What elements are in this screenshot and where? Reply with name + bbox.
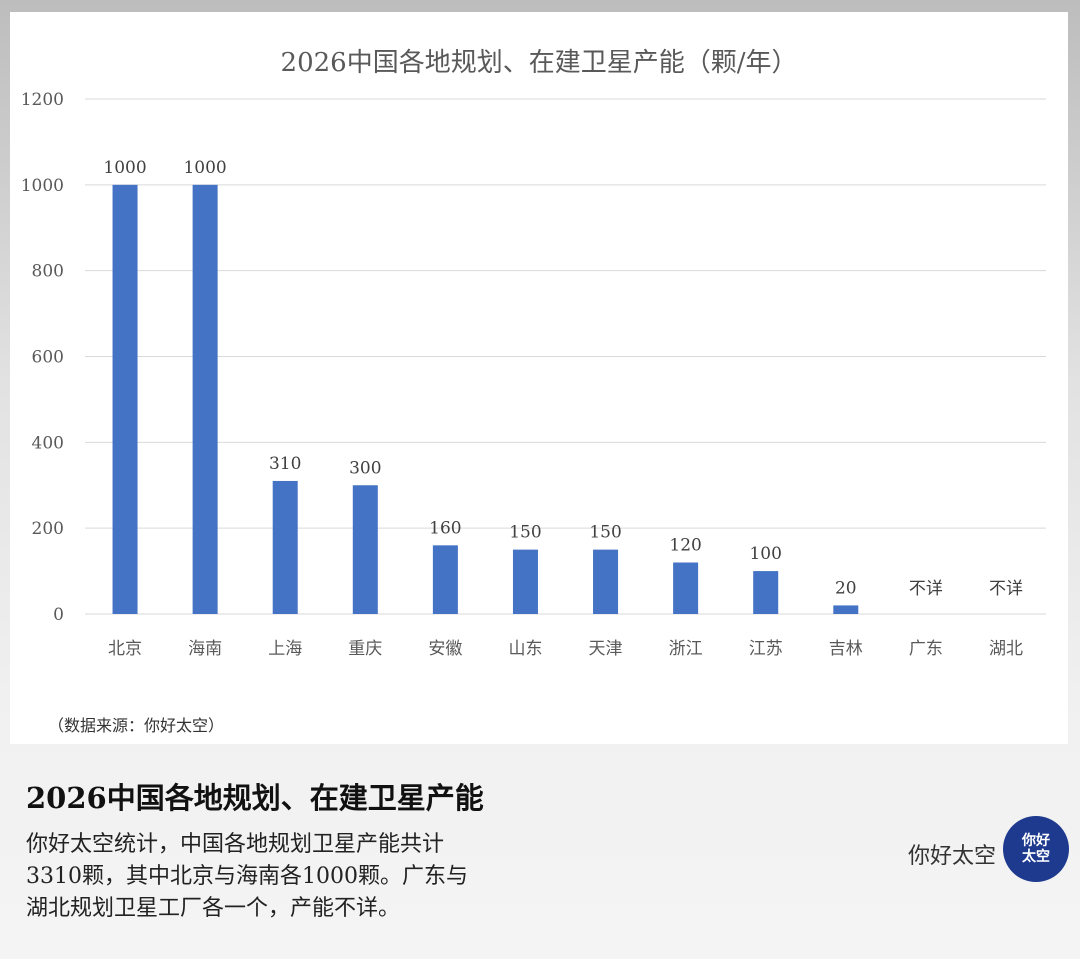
x-tick-label: 上海 bbox=[268, 639, 302, 659]
y-tick-label: 200 bbox=[32, 519, 64, 539]
y-tick-label: 1200 bbox=[21, 90, 64, 110]
data-label: 不详 bbox=[909, 579, 943, 599]
x-tick-label: 山东 bbox=[508, 639, 542, 659]
y-tick-label: 400 bbox=[32, 433, 64, 453]
brand-name: 你好太空 bbox=[907, 844, 996, 869]
x-tick-label: 湖北 bbox=[989, 639, 1023, 659]
bar bbox=[432, 545, 458, 614]
bar bbox=[112, 184, 138, 615]
data-label: 20 bbox=[835, 578, 857, 598]
description-line: 湖北规划卫星工厂各一个，产能不详。 bbox=[26, 896, 401, 921]
bar bbox=[593, 549, 619, 614]
data-label: 160 bbox=[429, 518, 461, 538]
bar bbox=[753, 571, 779, 614]
y-tick-label: 800 bbox=[32, 262, 64, 282]
y-tick-label: 600 bbox=[32, 348, 64, 368]
description: 你好太空统计，中国各地规划卫星产能共计 3310颗，其中北京与海南各1000颗。… bbox=[26, 829, 526, 925]
x-tick-label: 重庆 bbox=[348, 639, 382, 659]
x-tick-label: 天津 bbox=[589, 639, 623, 659]
bar-chart: 0 200 400 600 800 1000 1200 1000 北京 1000 海南 310 上海 30… bbox=[21, 90, 1046, 659]
x-tick-label: 广东 bbox=[909, 639, 943, 659]
x-tick-label: 北京 bbox=[108, 639, 142, 659]
data-label: 1000 bbox=[183, 158, 226, 178]
y-tick-label: 1000 bbox=[21, 176, 64, 196]
data-label: 300 bbox=[349, 458, 381, 478]
data-label: 100 bbox=[749, 544, 781, 564]
description-line: 3310颗，其中北京与海南各1000颗。广东与 bbox=[26, 864, 468, 889]
data-label: 310 bbox=[269, 454, 301, 474]
description-line: 你好太空统计，中国各地规划卫星产能共计 bbox=[26, 832, 445, 857]
data-source: （数据来源：你好太空） bbox=[48, 716, 225, 735]
x-tick-label: 江苏 bbox=[749, 639, 783, 659]
bar bbox=[833, 605, 859, 614]
brand-logo: 你好太空 bbox=[1003, 816, 1069, 882]
x-tick-label: 吉林 bbox=[829, 639, 863, 659]
x-tick-label: 安徽 bbox=[428, 639, 462, 659]
chart-title: 2026中国各地规划、在建卫星产能（颗/年） bbox=[280, 48, 798, 78]
bar bbox=[272, 480, 298, 614]
bar bbox=[192, 184, 218, 615]
data-label: 不详 bbox=[989, 579, 1023, 599]
logo-text: 你好太空 bbox=[1022, 833, 1050, 865]
chart-card: 2026中国各地规划、在建卫星产能（颗/年） 0 200 400 600 800 1000… bbox=[10, 12, 1068, 744]
bar bbox=[673, 562, 699, 614]
x-tick-label: 海南 bbox=[188, 639, 222, 659]
bar bbox=[512, 549, 538, 614]
bar bbox=[352, 485, 378, 614]
data-label: 150 bbox=[509, 523, 541, 543]
headline: 2026中国各地规划、在建卫星产能 bbox=[26, 781, 484, 815]
data-label: 1000 bbox=[103, 158, 146, 178]
y-tick-label: 0 bbox=[53, 605, 64, 625]
data-label: 120 bbox=[669, 536, 701, 556]
x-tick-label: 浙江 bbox=[669, 639, 703, 659]
data-label: 150 bbox=[589, 523, 621, 543]
